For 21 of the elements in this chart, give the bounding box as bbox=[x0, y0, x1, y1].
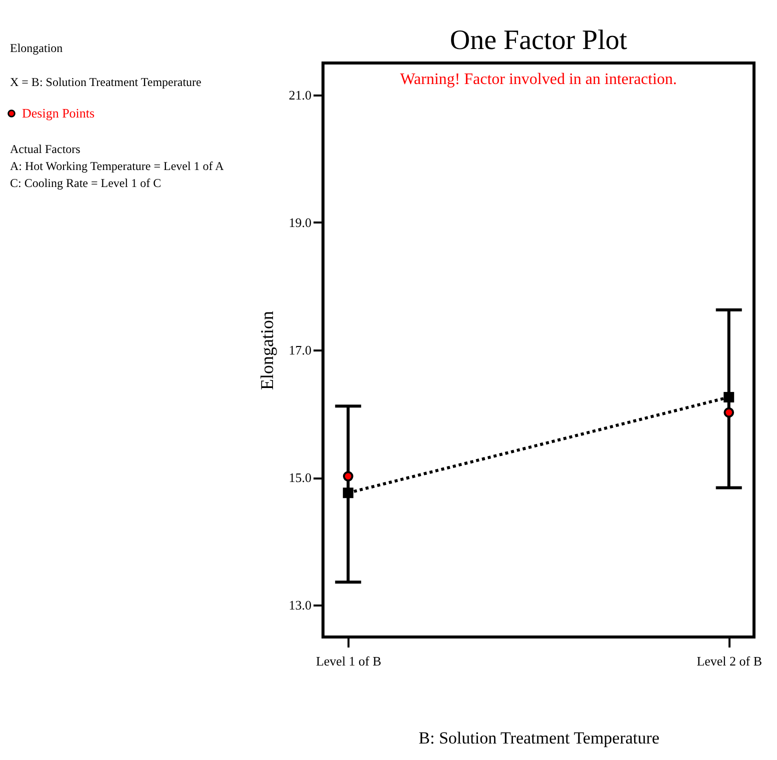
annotation: C: Cooling Rate = Level 1 of C bbox=[10, 176, 162, 191]
annotation: X = B: Solution Treatment Temperature bbox=[10, 75, 202, 90]
point bbox=[342, 471, 354, 482]
point bbox=[724, 392, 734, 402]
chart-title: One Factor Plot bbox=[450, 25, 628, 56]
y-axis-title: Elongation bbox=[256, 311, 277, 390]
y-tick-label: 21.0 bbox=[288, 87, 312, 102]
point bbox=[724, 407, 734, 418]
y-tick-label: 13.0 bbox=[288, 598, 312, 613]
text: Actual Factors bbox=[10, 142, 80, 157]
x-axis-title: B: Solution Treatment Temperature bbox=[418, 728, 660, 748]
y-tick-label: 19.0 bbox=[288, 214, 312, 230]
point bbox=[342, 488, 354, 498]
x-tick-label: Level 1 of B bbox=[316, 654, 382, 668]
x-tick-label: Level 2 of B bbox=[696, 654, 762, 668]
text: Warning! Factor involved in an interaction. bbox=[400, 71, 677, 89]
annotation: A: Hot Working Temperature = Level 1 of A bbox=[10, 159, 224, 174]
y-tick-label: 17.0 bbox=[288, 342, 312, 358]
legend-label: Design Points bbox=[22, 106, 95, 120]
y-tick-label: 15.0 bbox=[288, 470, 312, 486]
text: Elongation bbox=[10, 41, 63, 56]
